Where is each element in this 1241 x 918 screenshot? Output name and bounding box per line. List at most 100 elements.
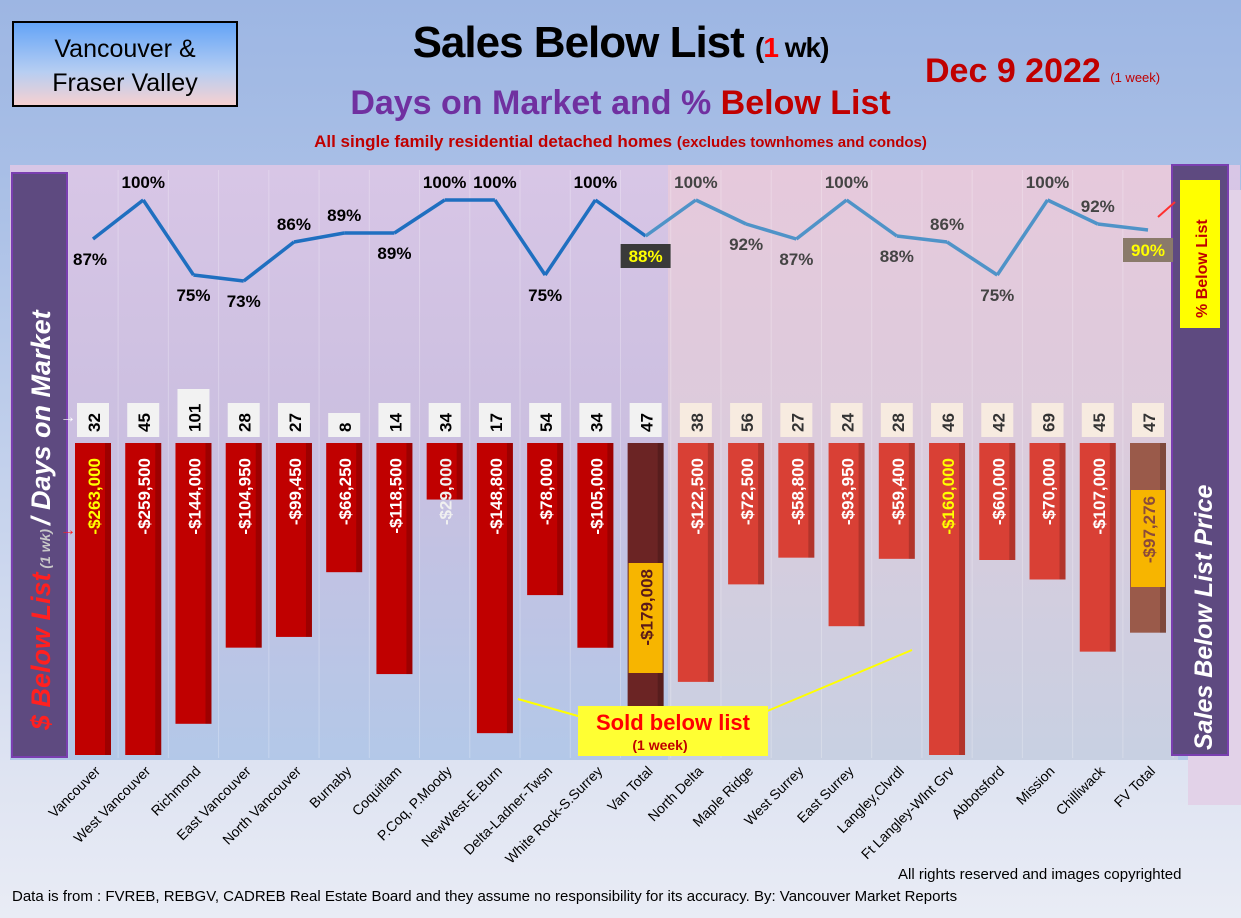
pct-line: 87% 100% 75% 73% 86% 89% 89% 100% 100% 75% 100% 88%… xyxy=(73,173,1173,311)
bar xyxy=(677,443,714,682)
pct-line-segment xyxy=(594,198,647,238)
title-main: Sales Below List xyxy=(412,18,756,67)
bar-shade xyxy=(305,443,312,637)
bar-shade xyxy=(959,443,966,755)
description-main: All single family residential detached h… xyxy=(314,132,677,151)
dom-value-label: 45 xyxy=(1090,413,1109,432)
left-label-part2: (1 wk) xyxy=(37,525,53,572)
bar-value-label: -$144,000 xyxy=(185,458,204,535)
pct-value-label: 100% xyxy=(674,173,717,192)
pct-pointer-arrow xyxy=(1157,201,1176,218)
dom-label-box xyxy=(328,413,361,437)
pct-axis-label: % Below List xyxy=(1194,219,1211,318)
dom-value-label: 101 xyxy=(185,404,204,432)
pct-line-segment xyxy=(242,240,296,283)
bar-shade xyxy=(607,443,614,648)
x-tick-label: Delta-Ladner-Twsn xyxy=(460,763,555,858)
bar xyxy=(878,443,915,559)
bar-shade xyxy=(557,443,564,596)
annotation-line2: (1 week) xyxy=(632,737,687,753)
title-paren: ( xyxy=(755,32,764,63)
pct-value-label: 100% xyxy=(121,173,164,192)
bar xyxy=(979,443,1016,560)
dom-label-box xyxy=(227,403,260,437)
pct-value-label: 75% xyxy=(980,286,1014,305)
bar-shade xyxy=(808,443,815,558)
bar xyxy=(728,443,765,585)
dom-label-box xyxy=(981,403,1014,437)
annotation-arrow-left xyxy=(517,698,586,719)
pct-value-label: 73% xyxy=(227,292,261,311)
dom-label-box xyxy=(931,403,964,437)
x-tick-label: FV Total xyxy=(1111,763,1158,810)
pct-value-label: 88% xyxy=(629,247,663,266)
bar-shade xyxy=(1109,443,1116,652)
dom-value-label: 14 xyxy=(386,413,405,432)
bar xyxy=(326,443,363,573)
bar-value-label: -$59,400 xyxy=(889,458,908,525)
bar-value-label: -$58,800 xyxy=(788,458,807,525)
bar-value-label: -$104,950 xyxy=(236,458,255,535)
dom-label-box xyxy=(277,403,310,437)
pct-line-segment xyxy=(896,234,948,244)
bar-value-label: -$179,008 xyxy=(638,569,657,646)
left-axis-label: $ Below List (1 wk) / Days on Market xyxy=(26,309,56,731)
subtitle-part2: Below List xyxy=(720,84,891,122)
pct-total-box xyxy=(1123,238,1173,262)
bar xyxy=(175,443,212,724)
bar-value-label: -$107,000 xyxy=(1090,458,1109,535)
bar-value-label: -$70,000 xyxy=(1040,458,1059,525)
date-note: (1 week) xyxy=(1110,70,1161,85)
pct-line-segment xyxy=(1046,198,1099,226)
left-side-panel xyxy=(11,172,68,758)
bar xyxy=(275,443,312,637)
bar-shade xyxy=(155,443,162,755)
right-axis-label: Sales Below List Price xyxy=(1190,485,1218,750)
bar-shade xyxy=(406,443,413,675)
x-tick-label: Burnaby xyxy=(306,763,354,811)
left-label-part1: $ Below List xyxy=(26,571,56,731)
bar-shade xyxy=(758,443,765,585)
x-tick-label: Mission xyxy=(1013,763,1058,808)
bar-value-label: -$78,000 xyxy=(537,458,556,525)
dom-value-label: 56 xyxy=(738,413,757,432)
dom-label-box xyxy=(428,403,461,437)
bar-value-label: -$160,000 xyxy=(939,458,958,535)
bar-value-label: -$72,500 xyxy=(738,458,757,525)
region-line2: Fraser Valley xyxy=(52,69,198,97)
pct-line-segment xyxy=(543,199,597,276)
pct-line-segment xyxy=(795,198,848,241)
dom-value-label: 34 xyxy=(587,413,606,432)
total-label-box xyxy=(628,563,663,673)
dom-value-label: 69 xyxy=(1040,413,1059,432)
pct-line-segment xyxy=(91,198,145,241)
pct-line-segment xyxy=(1097,222,1149,232)
x-tick-label: Ft Langley-Wlnt Grv xyxy=(858,763,957,862)
dom-label-box xyxy=(127,403,160,437)
bar xyxy=(426,443,463,500)
dom-value-label: 47 xyxy=(638,413,657,432)
pct-line-segment xyxy=(141,199,195,276)
dom-value-label: 34 xyxy=(437,413,456,432)
pct-total-box xyxy=(620,244,671,268)
dom-label-box xyxy=(780,403,813,437)
dom-value-label: 38 xyxy=(688,413,707,432)
dom-label-box xyxy=(378,403,411,437)
dom-label-box xyxy=(478,403,511,437)
bar xyxy=(1079,443,1116,652)
dom-label-box xyxy=(730,403,763,437)
bar-value-label: -$122,500 xyxy=(688,458,707,535)
dom-value-label: 28 xyxy=(889,413,908,432)
bar xyxy=(778,443,815,558)
bars: -$263,000 -$259,500 -$144,000 -$104,950 -$99… xyxy=(75,443,1166,755)
bar-value-label: -$60,000 xyxy=(989,458,1008,525)
dom-label-box xyxy=(1031,403,1064,437)
title-paren-close: wk) xyxy=(777,32,830,63)
bar-shade xyxy=(456,443,463,500)
bar-shade xyxy=(205,443,212,724)
bar xyxy=(527,443,564,596)
dom-label-box xyxy=(77,403,109,437)
dom-label-box xyxy=(529,403,562,437)
pct-value-label: 87% xyxy=(779,250,813,269)
